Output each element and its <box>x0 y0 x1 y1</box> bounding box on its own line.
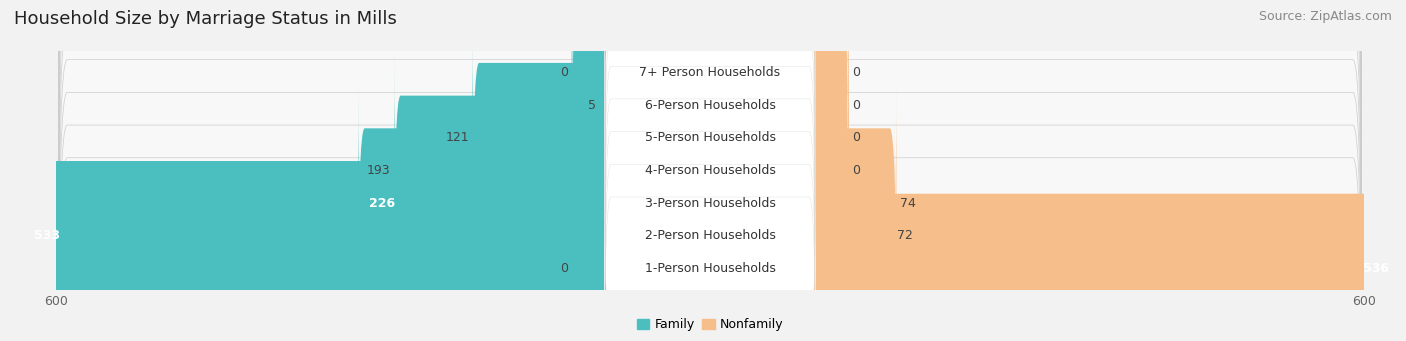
Text: 0: 0 <box>852 131 859 144</box>
Text: Source: ZipAtlas.com: Source: ZipAtlas.com <box>1258 10 1392 23</box>
FancyBboxPatch shape <box>472 16 609 259</box>
Text: 0: 0 <box>852 99 859 112</box>
FancyBboxPatch shape <box>572 0 609 194</box>
FancyBboxPatch shape <box>811 16 848 259</box>
FancyBboxPatch shape <box>59 0 1361 288</box>
FancyBboxPatch shape <box>605 0 815 230</box>
FancyBboxPatch shape <box>605 13 815 262</box>
Text: 121: 121 <box>446 131 470 144</box>
Text: 6-Person Households: 6-Person Households <box>644 99 776 112</box>
FancyBboxPatch shape <box>811 82 897 325</box>
FancyBboxPatch shape <box>605 111 815 341</box>
Text: 536: 536 <box>1362 262 1389 275</box>
FancyBboxPatch shape <box>572 147 609 341</box>
FancyBboxPatch shape <box>59 20 1361 321</box>
FancyBboxPatch shape <box>59 53 1361 341</box>
Text: 1-Person Households: 1-Person Households <box>644 262 776 275</box>
Text: 193: 193 <box>367 164 391 177</box>
Text: 0: 0 <box>852 164 859 177</box>
Legend: Family, Nonfamily: Family, Nonfamily <box>631 313 789 336</box>
Text: 0: 0 <box>561 262 568 275</box>
FancyBboxPatch shape <box>24 115 609 341</box>
FancyBboxPatch shape <box>605 0 815 197</box>
FancyBboxPatch shape <box>605 144 815 341</box>
FancyBboxPatch shape <box>59 118 1361 341</box>
Text: 74: 74 <box>900 197 915 210</box>
FancyBboxPatch shape <box>811 115 894 341</box>
Text: 226: 226 <box>368 197 395 210</box>
FancyBboxPatch shape <box>394 49 609 292</box>
Text: 533: 533 <box>35 229 60 242</box>
Text: 5: 5 <box>588 99 596 112</box>
Text: 7+ Person Households: 7+ Person Households <box>640 66 780 79</box>
Text: 5-Person Households: 5-Person Households <box>644 131 776 144</box>
Text: 3-Person Households: 3-Person Households <box>644 197 776 210</box>
FancyBboxPatch shape <box>605 46 815 295</box>
FancyBboxPatch shape <box>59 85 1361 341</box>
FancyBboxPatch shape <box>605 79 815 328</box>
FancyBboxPatch shape <box>811 147 1400 341</box>
Text: 0: 0 <box>561 66 568 79</box>
FancyBboxPatch shape <box>811 49 848 292</box>
Text: 4-Person Households: 4-Person Households <box>644 164 776 177</box>
FancyBboxPatch shape <box>811 0 848 194</box>
Text: 2-Person Households: 2-Person Households <box>644 229 776 242</box>
Text: 72: 72 <box>897 229 914 242</box>
Text: Household Size by Marriage Status in Mills: Household Size by Marriage Status in Mil… <box>14 10 396 28</box>
FancyBboxPatch shape <box>599 0 609 226</box>
FancyBboxPatch shape <box>359 82 609 325</box>
Text: 0: 0 <box>852 66 859 79</box>
FancyBboxPatch shape <box>811 0 848 226</box>
FancyBboxPatch shape <box>59 0 1361 256</box>
FancyBboxPatch shape <box>59 0 1361 223</box>
